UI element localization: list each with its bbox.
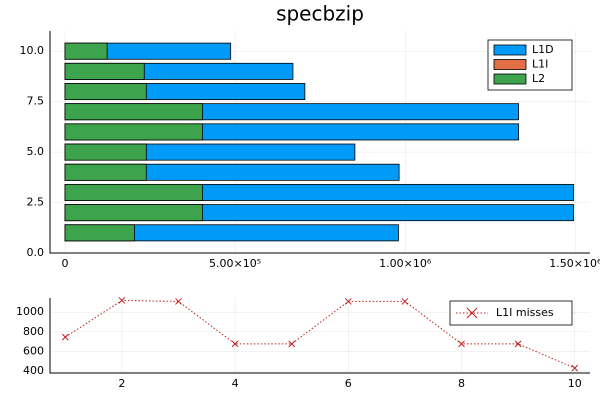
bar: [64, 42, 108, 60]
axis-frame: [49, 31, 590, 254]
x-tick-label: 10: [568, 377, 582, 390]
marker: [401, 298, 409, 305]
axis-frame: [49, 298, 590, 374]
y-tick-label: 600: [23, 344, 44, 357]
legend-marker: [466, 307, 478, 319]
bar: [64, 204, 203, 222]
chart-title: specbzip: [276, 2, 364, 26]
bar: [64, 224, 135, 242]
bar: [64, 103, 203, 121]
legend-label: L1I misses: [496, 306, 554, 319]
marker: [288, 340, 296, 348]
bar: [64, 62, 145, 80]
x-tick-label: 8: [458, 377, 465, 390]
x-tick-label: 6: [345, 377, 352, 390]
x-tick-label: 0: [61, 257, 68, 270]
marker: [344, 298, 352, 305]
marker: [231, 340, 239, 348]
marker: [175, 298, 182, 305]
x-tick-label: 2: [118, 377, 125, 390]
y-tick-label: 7.5: [27, 95, 45, 108]
marker: [458, 340, 465, 348]
y-tick-label: 5.0: [27, 145, 45, 158]
legend-swatch: [493, 59, 527, 70]
y-tick-label: 800: [23, 325, 44, 338]
y-tick-label: 1000: [16, 305, 44, 318]
marker: [118, 297, 126, 304]
y-tick-label: 10.0: [20, 44, 45, 57]
marker: [571, 364, 579, 372]
marker: [514, 340, 522, 348]
legend-label: L2: [532, 72, 545, 85]
bar: [64, 83, 147, 101]
y-tick-label: 400: [23, 364, 44, 377]
bar: [64, 123, 203, 141]
legend-label: L1D: [532, 43, 554, 56]
bar: [64, 163, 147, 181]
x-tick-label: 1.00×10⁶: [379, 257, 432, 270]
y-tick-label: 0.0: [27, 246, 45, 259]
x-tick-label: 4: [232, 377, 239, 390]
marker: [61, 333, 69, 341]
line: [65, 299, 575, 369]
legend-swatch: [493, 44, 527, 56]
y-tick-label: 2.5: [27, 196, 45, 209]
bar: [64, 183, 203, 201]
legend-label: L1I: [532, 58, 548, 71]
x-tick-label: 5.00×10⁵: [209, 257, 261, 270]
bar: [64, 143, 147, 161]
x-tick-label: 1.50×10⁶: [549, 257, 600, 270]
legend-swatch: [493, 73, 527, 85]
